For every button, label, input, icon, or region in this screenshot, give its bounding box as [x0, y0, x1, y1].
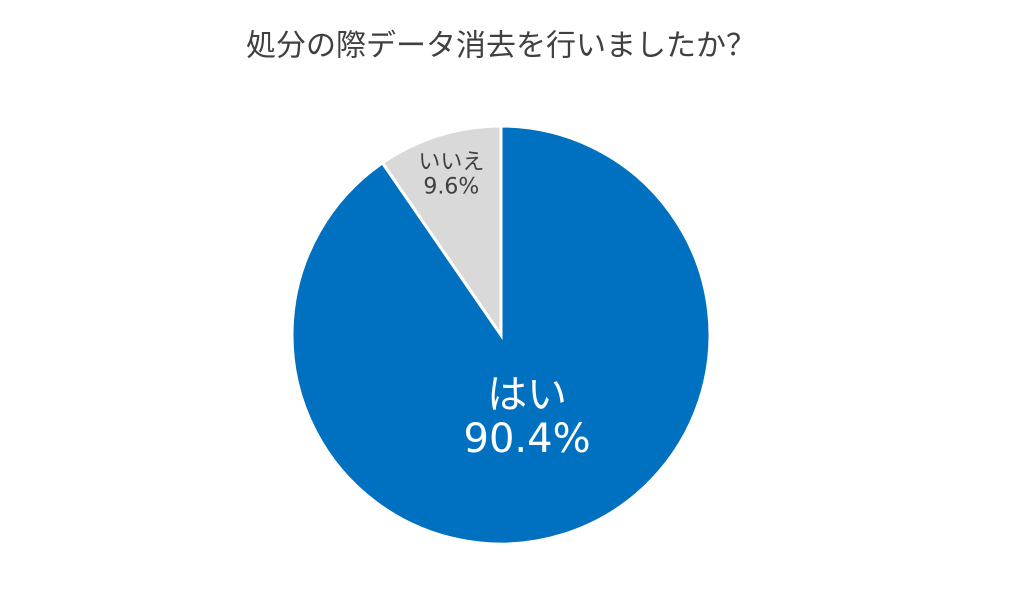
pie-slice — [380, 124, 503, 340]
value-label: 90.4% — [464, 416, 591, 462]
chart-title: 処分の際データ消去を行いましたか？ — [246, 29, 756, 64]
slice-label: はい — [487, 372, 567, 418]
value-label: 9.6% — [423, 174, 479, 199]
slice-label: いいえ — [418, 150, 484, 175]
